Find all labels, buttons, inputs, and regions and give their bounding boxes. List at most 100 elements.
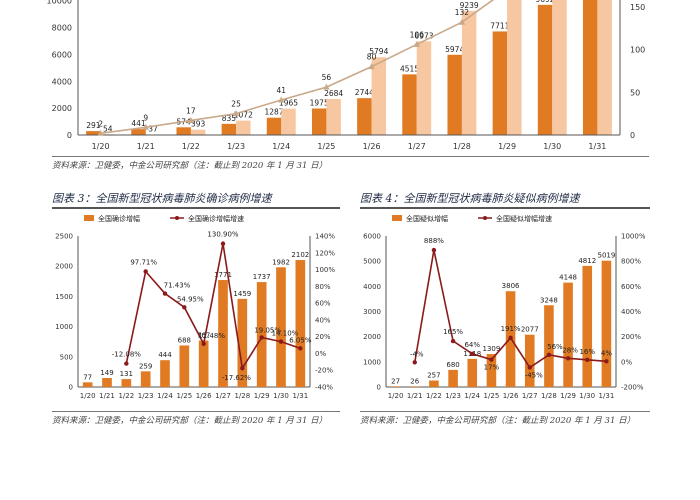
chart4-source-rule [360, 411, 650, 412]
bar [371, 57, 387, 136]
line-marker [565, 356, 571, 361]
line-marker [546, 352, 552, 357]
series-line [125, 243, 301, 371]
bar-data-label: 9692 [535, 0, 554, 4]
line-data-label: 56 [322, 73, 332, 82]
bar [281, 108, 296, 135]
y2-tick-label: 150 [630, 3, 645, 12]
line-data-label: 130.90% [207, 231, 238, 239]
line-marker [143, 269, 148, 274]
legend-line-label: 全国疑似增幅增速 [496, 214, 552, 223]
chart3-title: 图表 3：全国新型冠状病毒肺炎确诊病例增速 [52, 192, 272, 205]
bar [131, 129, 146, 135]
bar-data-label: 3806 [502, 282, 520, 290]
line-marker [298, 346, 303, 351]
bar-data-label: 7711 [490, 21, 509, 30]
line-marker [97, 129, 104, 136]
y2-tick-label: 100 [630, 46, 645, 55]
top-source-rule [52, 156, 649, 157]
chart3-title-rule [52, 207, 340, 209]
y2-tick-label: -20% [315, 367, 333, 375]
line-data-label: 71.43% [164, 282, 191, 290]
bar [236, 120, 251, 135]
line-data-label: 132 [455, 8, 470, 17]
bar-data-label: 1737 [253, 273, 271, 281]
x-tick-label: 1/27 [522, 392, 538, 400]
line-data-label: 25 [231, 100, 241, 109]
line-marker [413, 40, 420, 47]
x-tick-label: 1/21 [137, 142, 155, 151]
legend-bar-label: 全国疑似增幅 [406, 214, 448, 223]
line-data-label: 191% [501, 325, 521, 333]
line-marker [508, 335, 513, 340]
x-tick-label: 1/24 [272, 142, 290, 151]
bar [326, 98, 341, 135]
x-tick-label: 1/28 [234, 392, 250, 400]
bar-data-label: 1965 [279, 99, 298, 108]
bar-data-label: 2077 [521, 326, 539, 334]
x-tick-label: 1/20 [92, 142, 110, 151]
line-marker [240, 366, 245, 371]
line-data-label: 11.48% [198, 332, 225, 340]
line-marker [470, 351, 475, 356]
bar [507, 0, 522, 135]
x-tick-label: 1/21 [407, 392, 423, 400]
x-tick-label: 1/22 [426, 392, 442, 400]
y2-tick-label: 200% [621, 333, 641, 341]
line-data-label: 9 [143, 113, 148, 122]
bar-data-label: 5019 [598, 252, 616, 260]
bar [537, 4, 553, 136]
bar [295, 260, 306, 387]
line-marker [142, 123, 149, 130]
y2-tick-label: 40% [315, 316, 331, 324]
chart3: 全国确诊增幅 全国确诊增幅增速 0 500 1000 1500 2000 2500 -40% -2… [55, 214, 335, 400]
y-tick-label: 6000 [363, 233, 381, 241]
line-data-label: 19.05% [254, 326, 281, 334]
bar [237, 298, 248, 387]
bar-data-label: 54 [103, 124, 113, 133]
legend-line-marker [483, 216, 487, 220]
bar [198, 340, 209, 387]
bar [492, 31, 508, 135]
bar [429, 380, 439, 387]
x-tick-label: 1/29 [498, 142, 516, 151]
series-line [100, 0, 495, 135]
bar-data-label: 9239 [460, 1, 479, 10]
bar [190, 129, 206, 135]
bar-data-label: 1072 [234, 111, 253, 120]
y-tick-label: 5000 [363, 258, 381, 266]
y-tick-label: 500 [60, 353, 73, 361]
line-data-label: 54.95% [177, 295, 204, 303]
x-tick-label: 1/31 [588, 142, 606, 151]
line-marker [278, 339, 284, 344]
line-marker [124, 361, 129, 366]
x-tick-label: 1/29 [254, 392, 270, 400]
bar [176, 127, 191, 135]
line-marker [232, 110, 240, 117]
line-marker [412, 360, 417, 365]
y2-tick-label: 20% [315, 333, 331, 341]
bar-data-label: 441 [131, 119, 146, 128]
line-data-label: 28% [562, 346, 578, 354]
line-marker [604, 359, 609, 364]
y2-tick-label: 1000% [621, 233, 646, 241]
bar-data-label: 2102 [291, 251, 309, 259]
line-data-label: 106 [410, 30, 425, 39]
y2-tick-label: 50 [630, 88, 640, 97]
x-tick-label: 1/30 [579, 392, 595, 400]
x-tick-label: 1/20 [80, 392, 96, 400]
line-marker [182, 305, 187, 310]
y-tick-label: 1000 [55, 323, 73, 331]
bar-data-label: 1287 [264, 108, 283, 117]
bar-data-label: 1309 [483, 345, 501, 353]
line-data-label: 17 [186, 106, 196, 115]
y2-tick-label: 800% [621, 258, 641, 266]
x-tick-label: 1/28 [453, 142, 471, 151]
bar [179, 345, 190, 387]
x-tick-label: 1/25 [176, 392, 192, 400]
bar-data-label: 26 [410, 377, 419, 385]
bar-data-label: 77 [83, 373, 92, 381]
x-tick-label: 1/24 [157, 392, 173, 400]
y-tick-label: 0 [67, 131, 72, 140]
y2-tick-label: 60% [315, 300, 331, 308]
